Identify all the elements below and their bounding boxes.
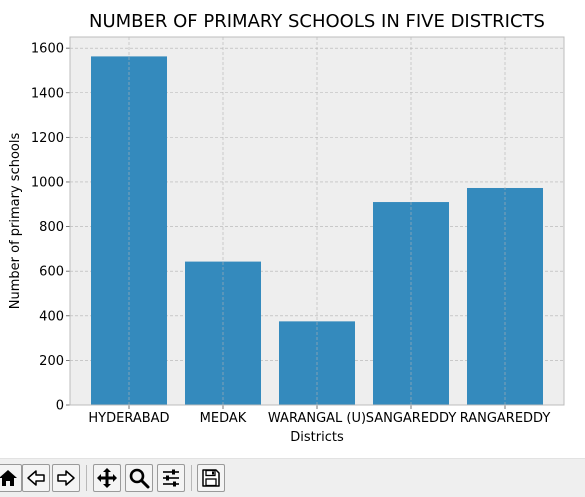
magnifier-icon [129,468,150,489]
sliders-icon [163,469,179,487]
move-icon [97,468,117,488]
x-grid-lines [128,37,506,405]
plot-frame [69,36,565,406]
y-tick-label: 400 [39,309,64,324]
y-tick-label: 1400 [31,86,64,101]
home-icon [0,470,17,486]
y-tick-label: 0 [56,399,64,414]
x-axis-ticks: HYDERABAD MEDAK WARANGAL (U) SANGAREDDY RANG… [88,405,550,426]
x-tick-label: HYDERABAD [88,411,169,426]
y-axis-ticks: 0 200 400 600 800 1000 1200 1400 1600 [31,42,70,414]
y-tick-label: 800 [39,220,64,235]
x-tick-label: MEDAK [200,411,247,426]
x-tick-label: WARANGAL (U) [268,411,366,426]
y-axis-label: Number of primary schools [8,133,23,310]
back-button[interactable] [22,464,50,492]
configure-button[interactable] [157,464,185,492]
floppy-disk-icon [202,469,220,487]
x-tick-label: SANGAREDDY [366,411,457,426]
arrow-left-icon [27,470,45,486]
y-tick-label: 200 [39,354,64,369]
x-tick-label: RANGAREDDY [460,411,551,426]
save-button[interactable] [197,464,225,492]
zoom-button[interactable] [125,464,153,492]
bars [91,56,543,406]
pan-button[interactable] [93,464,121,492]
toolbar-separator [191,465,192,491]
chart-title: NUMBER OF PRIMARY SCHOOLS IN FIVE DISTRI… [89,11,545,32]
arrow-right-icon [57,470,75,486]
bar-chart: NUMBER OF PRIMARY SCHOOLS IN FIVE DISTRI… [8,11,565,445]
y-tick-label: 600 [39,265,64,280]
home-button[interactable] [0,464,22,492]
forward-button[interactable] [52,464,80,492]
y-tick-label: 1000 [31,175,64,190]
y-tick-label: 1200 [31,131,64,146]
toolbar-separator [86,465,87,491]
x-axis-label: Districts [290,430,344,445]
navigation-toolbar [0,458,585,497]
y-tick-label: 1600 [31,42,64,57]
